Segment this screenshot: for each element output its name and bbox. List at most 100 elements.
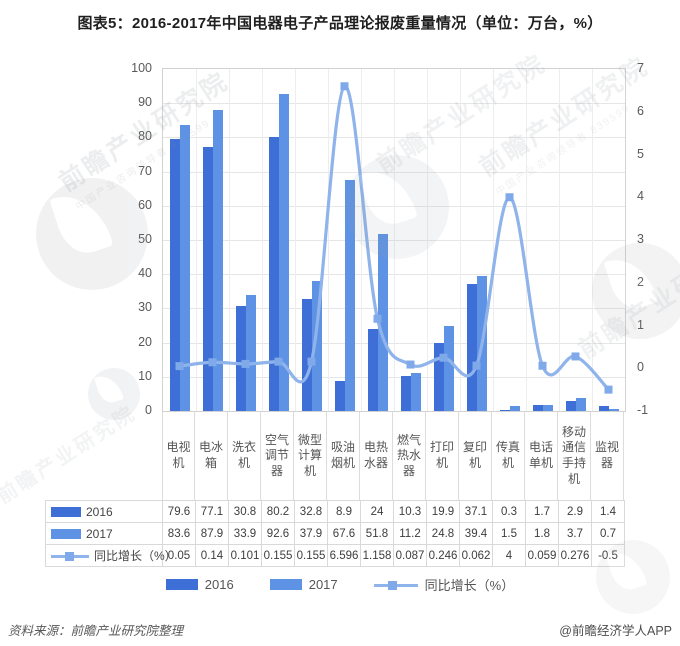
plot-area bbox=[162, 68, 626, 412]
line-marker bbox=[571, 352, 580, 361]
right-axis-tick: 7 bbox=[637, 61, 644, 75]
left-axis-tick: 60 bbox=[138, 197, 152, 212]
bar-2017 bbox=[344, 179, 355, 411]
bar-2016 bbox=[301, 298, 312, 411]
table-value: 8.9 bbox=[328, 501, 361, 523]
series-name: 2017 bbox=[86, 526, 113, 541]
credit-label: @前瞻经济学人APP bbox=[559, 624, 672, 638]
right-axis-tick: 1 bbox=[637, 317, 644, 332]
gridline-v bbox=[526, 69, 527, 411]
x-axis-labels: 电视机 电冰箱 洗衣机 空气调节器 微型计算机 吸油烟机 电热水器 燃气热水器 打印机 复印机 传真… bbox=[162, 412, 624, 500]
table-value: 39.4 bbox=[460, 523, 493, 545]
x-axis-label: 复印机 bbox=[459, 412, 492, 500]
line-marker bbox=[208, 358, 217, 367]
legend-swatch bbox=[165, 579, 198, 590]
left-axis-tick: 50 bbox=[138, 232, 152, 246]
legend-item: 同比增长（%） bbox=[373, 575, 515, 594]
table-value: 1.158 bbox=[361, 545, 394, 567]
bar-2017 bbox=[311, 281, 322, 411]
table-value: 1.5 bbox=[493, 523, 526, 545]
x-axis-label: 监视器 bbox=[591, 412, 624, 500]
table-value: 77.1 bbox=[196, 501, 229, 523]
x-axis-label: 燃气热水器 bbox=[393, 412, 426, 500]
line-marker bbox=[340, 82, 349, 91]
legend-label: 2017 bbox=[308, 577, 338, 592]
table-value: 4 bbox=[493, 545, 526, 567]
bar-2017 bbox=[410, 372, 421, 411]
table-value: 37.9 bbox=[295, 523, 328, 545]
table-value: 0.7 bbox=[592, 523, 625, 545]
gridline-v bbox=[592, 69, 593, 411]
x-axis-label: 电话单机 bbox=[525, 412, 558, 500]
bar-2017 bbox=[377, 233, 388, 411]
legend-swatch bbox=[51, 528, 81, 539]
table-value: 1.4 bbox=[592, 501, 625, 523]
table-value: 19.9 bbox=[427, 501, 460, 523]
table-value: 10.3 bbox=[394, 501, 427, 523]
bar-2017 bbox=[179, 125, 190, 411]
table-value: 83.6 bbox=[163, 523, 196, 545]
bar-2017 bbox=[542, 404, 553, 411]
line-marker bbox=[241, 359, 250, 368]
gridline-v bbox=[394, 69, 395, 411]
x-axis-label: 空气调节器 bbox=[261, 412, 294, 500]
bar-2016 bbox=[268, 136, 279, 411]
table-series-label: 2017 bbox=[46, 523, 163, 545]
bar-2017 bbox=[509, 405, 520, 411]
x-axis-label: 传真机 bbox=[492, 412, 525, 500]
table-value: 0.155 bbox=[262, 545, 295, 567]
left-axis-tick: 30 bbox=[138, 300, 152, 315]
bar-2017 bbox=[245, 295, 256, 411]
x-axis-label: 电冰箱 bbox=[195, 412, 228, 500]
bar-2017 bbox=[278, 94, 289, 411]
table-value: 24 bbox=[361, 501, 394, 523]
gridline-v bbox=[460, 69, 461, 411]
line-marker bbox=[274, 357, 283, 366]
series-name: 同比增长（%） bbox=[94, 549, 177, 563]
table-value: 0.246 bbox=[427, 545, 460, 567]
gridline-v bbox=[196, 69, 197, 411]
gridline-v bbox=[262, 69, 263, 411]
gridline-v bbox=[493, 69, 494, 411]
x-axis-label: 移动通信手持机 bbox=[558, 412, 591, 500]
legend-item: 2016 bbox=[165, 577, 234, 592]
bar-2016 bbox=[466, 284, 477, 411]
table-value: 79.6 bbox=[163, 501, 196, 523]
table-value: 11.2 bbox=[394, 523, 427, 545]
table-value: 6.596 bbox=[328, 545, 361, 567]
table-value: 24.8 bbox=[427, 523, 460, 545]
table-value: 0.059 bbox=[526, 545, 559, 567]
left-axis-tick: 20 bbox=[138, 334, 152, 349]
bar-2017 bbox=[212, 110, 223, 411]
legend-label: 同比增长（%） bbox=[424, 578, 515, 593]
gridline-v bbox=[295, 69, 296, 411]
growth-line-layer bbox=[175, 82, 613, 394]
x-axis-label: 打印机 bbox=[426, 412, 459, 500]
legend-swatch bbox=[51, 506, 81, 517]
table-row: 2017 83.6 87.9 33.9 92.6 37.9 67.6 51.8 11.2 24.8… bbox=[46, 523, 625, 545]
line-marker bbox=[505, 193, 514, 202]
table-value: 80.2 bbox=[262, 501, 295, 523]
bar-2016 bbox=[532, 405, 543, 411]
table-row: 2016 79.6 77.1 30.8 80.2 32.8 8.9 24 10.3 19.9 37.… bbox=[46, 501, 625, 523]
table-value: 0.05 bbox=[163, 545, 196, 567]
right-axis-tick: 3 bbox=[637, 232, 644, 246]
line-marker bbox=[175, 362, 184, 371]
x-axis-label: 电热水器 bbox=[360, 412, 393, 500]
line-marker bbox=[373, 314, 382, 323]
bar-2017 bbox=[608, 408, 619, 411]
line-marker bbox=[406, 360, 415, 369]
legend-line-key bbox=[373, 580, 418, 590]
gridline-v bbox=[361, 69, 362, 411]
bar-2016 bbox=[235, 305, 246, 411]
table-value: 0.101 bbox=[229, 545, 262, 567]
growth-line bbox=[179, 84, 610, 391]
x-axis-label: 电视机 bbox=[162, 412, 195, 500]
legend-item: 2017 bbox=[269, 577, 338, 592]
table-value: 0.14 bbox=[196, 545, 229, 567]
legend-label: 2016 bbox=[204, 577, 234, 592]
legend-line-key bbox=[51, 551, 89, 561]
left-axis-tick: 40 bbox=[138, 266, 152, 281]
line-marker bbox=[307, 357, 316, 366]
